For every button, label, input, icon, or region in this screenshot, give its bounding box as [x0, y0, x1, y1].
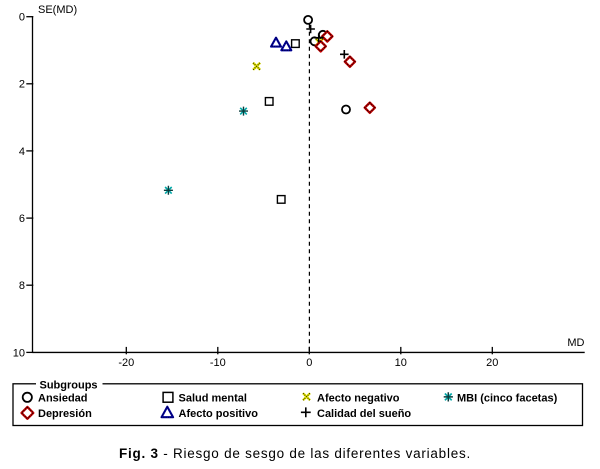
- svg-text:MD: MD: [567, 337, 584, 349]
- svg-text:MBI (cinco facetas): MBI (cinco facetas): [457, 392, 558, 404]
- svg-text:Calidad del sueño: Calidad del sueño: [317, 408, 411, 420]
- svg-text:Ansiedad: Ansiedad: [38, 392, 88, 404]
- svg-text:20: 20: [486, 357, 498, 369]
- svg-text:Subgroups: Subgroups: [40, 380, 98, 392]
- svg-text:-20: -20: [118, 357, 134, 369]
- svg-text:2: 2: [19, 79, 25, 91]
- svg-text:0: 0: [19, 12, 25, 24]
- svg-text:SE(MD): SE(MD): [38, 4, 77, 16]
- svg-text:8: 8: [19, 280, 25, 292]
- svg-text:0: 0: [306, 357, 312, 369]
- svg-text:10: 10: [395, 357, 407, 369]
- svg-text:4: 4: [19, 146, 25, 158]
- svg-text:-10: -10: [210, 357, 226, 369]
- svg-text:Fig. 3 - Riesgo de sesgo de la: Fig. 3 - Riesgo de sesgo de las diferent…: [119, 446, 471, 461]
- svg-text:10: 10: [13, 347, 25, 359]
- svg-text:Afecto positivo: Afecto positivo: [179, 408, 259, 420]
- svg-text:6: 6: [19, 213, 25, 225]
- svg-text:Afecto negativo: Afecto negativo: [317, 392, 400, 404]
- svg-text:Depresión: Depresión: [38, 408, 92, 420]
- svg-text:Salud mental: Salud mental: [179, 392, 247, 404]
